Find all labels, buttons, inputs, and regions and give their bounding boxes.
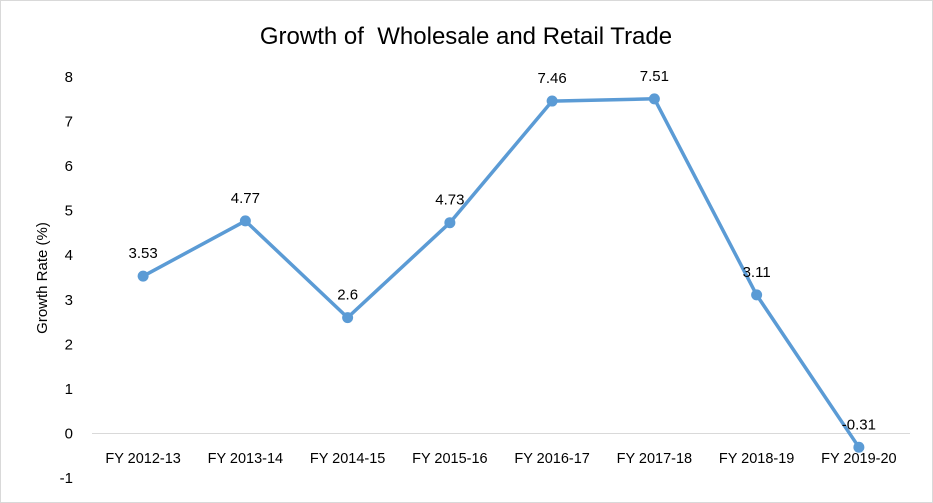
data-labels: 3.53 4.77 2.6 4.73 7.46 7.51 3.11 -0.31 [129,68,876,433]
data-point-marker [648,93,660,105]
data-label: 7.46 [538,70,567,87]
y-tick-label: 2 [65,336,73,353]
data-label: 2.6 [337,287,358,304]
x-tick-label: FY 2013-14 [208,451,284,467]
data-label: 4.73 [435,192,464,209]
data-label: 7.51 [640,68,669,85]
y-tick-label: 7 [65,114,73,131]
x-tick-label: FY 2018-19 [719,451,795,467]
y-axis-ticks: -1 0 1 2 3 4 5 6 7 8 [60,69,73,487]
y-axis-label: Growth Rate (%) [34,222,51,334]
x-tick-label: FY 2017-18 [617,451,693,467]
data-point-marker [342,312,354,324]
data-label: 3.53 [129,245,158,262]
data-point-marker [137,270,149,282]
data-point-marker [444,217,456,229]
data-label: -0.31 [842,416,876,433]
series-line [137,93,865,453]
y-tick-label: 5 [65,203,73,220]
chart-title: Growth of Wholesale and Retail Trade [260,23,672,50]
y-tick-label: -1 [60,470,73,487]
data-label: 3.11 [743,264,771,281]
x-tick-label: FY 2019-20 [821,451,897,467]
data-label: 4.77 [231,190,260,207]
y-tick-label: 1 [65,381,73,398]
y-tick-label: 8 [65,69,73,86]
data-point-marker [853,441,865,453]
data-point-marker [239,215,251,227]
x-axis-ticks: FY 2012-13 FY 2013-14 FY 2014-15 FY 2015-16… [105,451,896,467]
y-tick-label: 6 [65,158,73,175]
y-tick-label: 0 [65,425,73,442]
x-tick-label: FY 2016-17 [514,451,590,467]
data-point-marker [546,95,558,107]
data-point-marker [751,289,763,301]
x-tick-label: FY 2015-16 [412,451,488,467]
series-polyline [142,97,861,449]
y-tick-label: 4 [65,247,73,264]
x-tick-label: FY 2012-13 [105,451,181,467]
x-tick-label: FY 2014-15 [310,451,386,467]
y-tick-label: 3 [65,292,73,309]
